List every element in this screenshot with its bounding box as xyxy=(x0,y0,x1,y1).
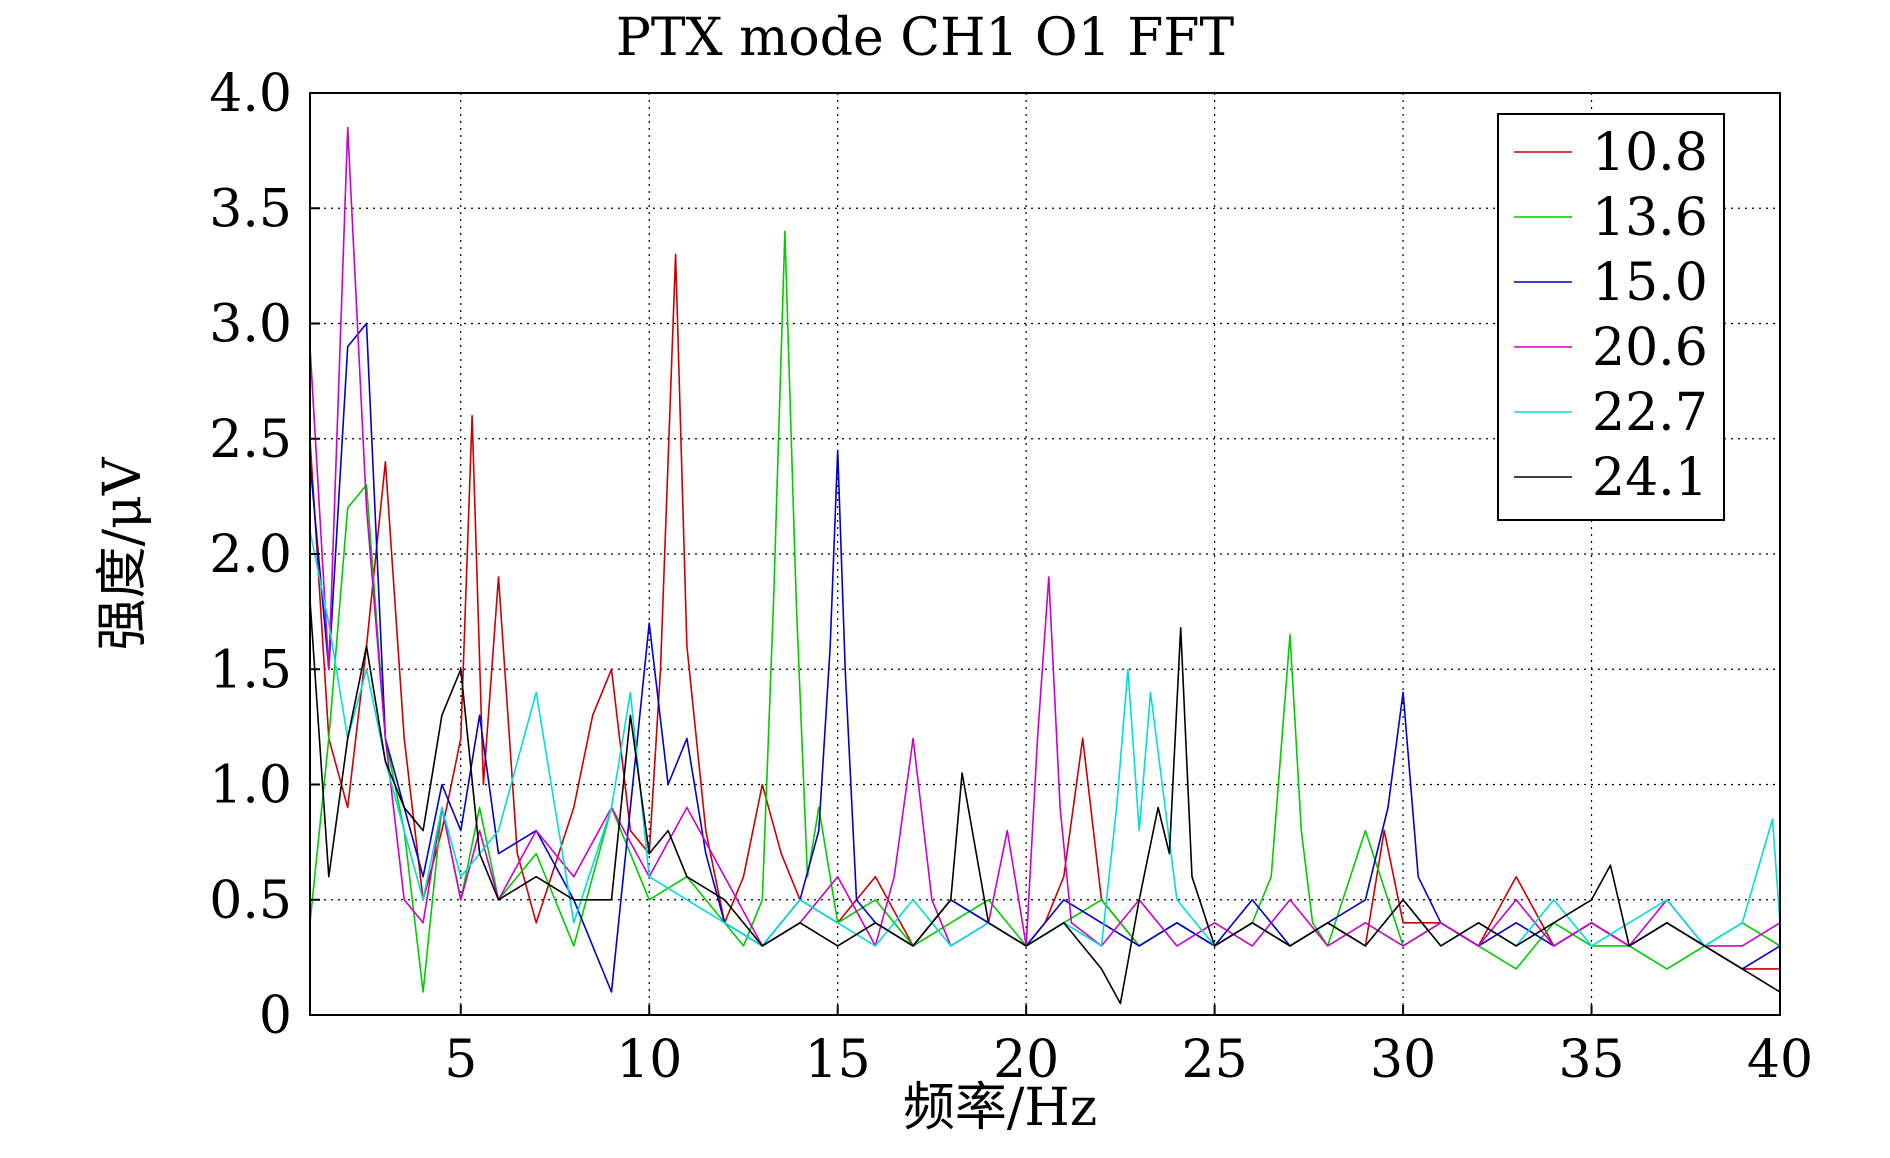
legend-items: 10.813.615.020.622.724.1 xyxy=(1514,123,1708,508)
y-tick-label: 0.5 xyxy=(209,871,292,931)
y-axis-label: 强度/μV xyxy=(93,456,153,650)
y-tick-label: 2.0 xyxy=(209,525,292,585)
x-tick-label: 40 xyxy=(1747,1030,1813,1090)
x-tick-label: 25 xyxy=(1182,1030,1248,1090)
y-tick-label: 0 xyxy=(259,986,292,1046)
legend-label: 24.1 xyxy=(1592,448,1708,508)
legend: 10.813.615.020.622.724.1 xyxy=(1497,113,1725,521)
legend-label: 13.6 xyxy=(1592,188,1708,248)
x-tick-label: 30 xyxy=(1370,1030,1436,1090)
legend-label: 20.6 xyxy=(1592,318,1708,378)
x-tick-label: 20 xyxy=(993,1030,1059,1090)
x-tick-label: 15 xyxy=(805,1030,871,1090)
x-tick-label: 5 xyxy=(444,1030,477,1090)
y-tick-label: 3.0 xyxy=(209,295,292,355)
legend-label: 22.7 xyxy=(1592,383,1708,443)
y-tick-label: 1.5 xyxy=(209,640,292,700)
series-line-24-1 xyxy=(309,600,1781,1005)
y-tick-label: 3.5 xyxy=(209,179,292,239)
series-lines xyxy=(309,126,1781,1005)
legend-label: 10.8 xyxy=(1592,123,1708,183)
x-tick-label: 35 xyxy=(1558,1030,1624,1090)
legend-label: 15.0 xyxy=(1592,253,1708,313)
x-axis-label: 频率/Hz xyxy=(903,1078,1097,1138)
legend-box xyxy=(1497,113,1725,521)
y-tick-label: 4.0 xyxy=(209,64,292,124)
axis-ticks: 5 10 15 20 25 30 35 40 0 0.5 1.0 1.5 2.0 2.5 3.0 3.5 4.0 xyxy=(209,64,1813,1090)
x-tick-label: 10 xyxy=(616,1030,682,1090)
y-tick-label: 1.0 xyxy=(209,756,292,816)
chart-title: PTX mode CH1 O1 FFT xyxy=(616,8,1235,68)
y-tick-label: 2.5 xyxy=(209,410,292,470)
